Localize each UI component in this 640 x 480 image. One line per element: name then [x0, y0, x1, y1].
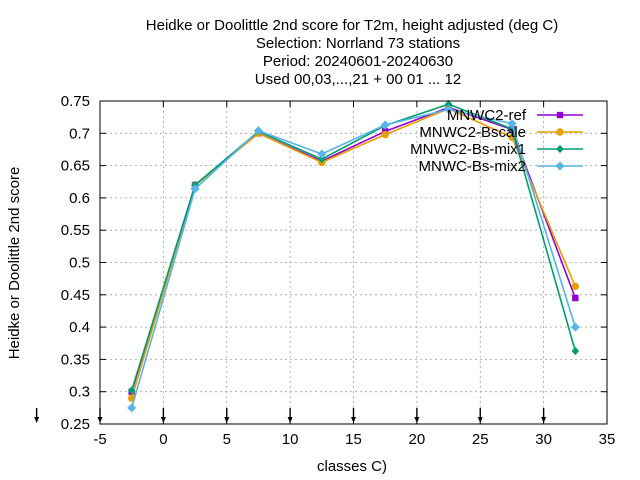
legend-label: MNWC2-Bscale	[419, 124, 526, 141]
data-point	[381, 130, 389, 139]
legend: MNWC2-refMNWC2-BscaleMNWC2-Bs-mix1MNWC-B…	[410, 107, 583, 175]
data-point	[127, 403, 137, 413]
x-tick-label: 0	[159, 431, 167, 448]
y-tick-label: 0.3	[69, 384, 90, 401]
data-point	[318, 154, 326, 164]
data-point	[127, 386, 136, 395]
legend-label: MNWC2-Bs-mix1	[410, 141, 526, 158]
data-point	[556, 111, 564, 119]
y-tick-label: 0.45	[61, 287, 90, 304]
data-point	[571, 346, 580, 356]
class-boundary-arrow-head	[34, 417, 40, 423]
y-tick-label: 0.55	[61, 222, 90, 239]
data-point	[380, 120, 390, 130]
y-tick-label: 0.4	[69, 319, 90, 336]
y-tick-label: 0.75	[61, 93, 90, 110]
data-point	[570, 322, 580, 332]
title-line-4: Used 00,03,...,21 + 00 01 ... 12	[255, 71, 461, 88]
data-point	[556, 144, 564, 154]
x-tick-label: 30	[535, 431, 552, 448]
y-tick-label: 0.65	[61, 158, 90, 175]
chart-title: Heidke or Doolittle 2nd score for T2m, h…	[146, 17, 558, 88]
series-line	[130, 103, 577, 391]
title-line-1: Heidke or Doolittle 2nd score for T2m, h…	[146, 17, 558, 34]
x-tick-label: 20	[409, 431, 426, 448]
title-line-2: Selection: Norrland 73 stations	[256, 35, 460, 52]
y-tick-label: 0.7	[69, 125, 90, 142]
title-line-3: Period: 20240601-20240630	[263, 53, 453, 70]
x-axis-label: classes C)	[317, 458, 387, 475]
x-tick-label: 15	[345, 431, 362, 448]
data-series	[127, 100, 580, 413]
x-tick-label: 25	[472, 431, 489, 448]
x-tick-label: 10	[282, 431, 299, 448]
x-tick-label: 35	[599, 431, 616, 448]
data-point	[190, 184, 200, 194]
data-point	[556, 128, 564, 136]
y-tick-label: 0.6	[69, 190, 90, 207]
data-point	[444, 100, 453, 109]
y-tick-label: 0.25	[61, 416, 90, 433]
x-tick-label: -5	[93, 431, 106, 448]
series-line	[130, 108, 577, 409]
data-point	[555, 161, 565, 171]
grid	[100, 101, 607, 424]
legend-label: MNWC2-ref	[447, 107, 527, 124]
x-tick-label: 5	[223, 431, 231, 448]
axis-ticks: -5 0 5 10 15 20 25 30 35 0.25 0.3 0.35 0.4 0.45 0.5 0.5…	[61, 93, 616, 448]
y-axis-label: Heidke or Doolittle 2nd score	[6, 167, 23, 360]
y-tick-label: 0.35	[61, 351, 90, 368]
data-point	[572, 294, 579, 302]
series-mnwc-bs-mix2	[127, 104, 580, 413]
data-point	[571, 282, 580, 291]
y-tick-label: 0.5	[69, 255, 90, 272]
legend-label: MNWC-Bs-mix2	[419, 158, 526, 175]
